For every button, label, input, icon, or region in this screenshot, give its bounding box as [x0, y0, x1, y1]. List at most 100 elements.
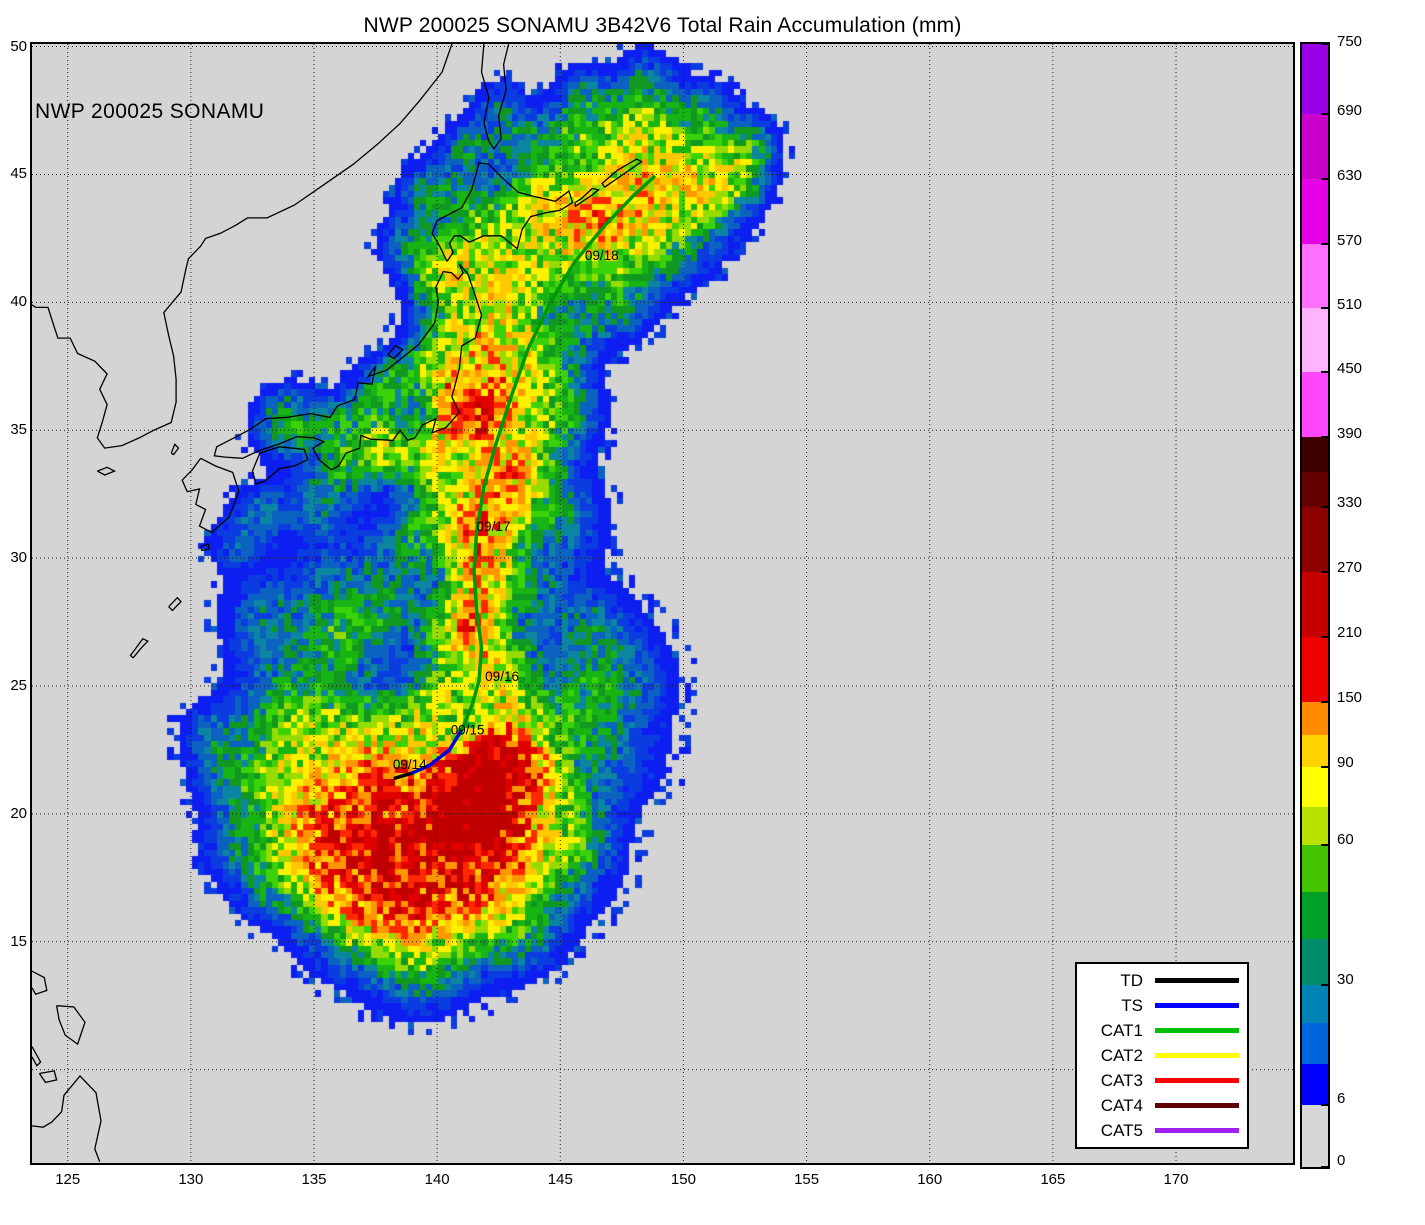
coastline-path: [55, 1005, 86, 1046]
colorbar-tick-label: 510: [1337, 295, 1363, 313]
coastlines: [32, 44, 643, 1162]
colorbar-segment: [1302, 702, 1328, 735]
colorbar-tick-label: 630: [1337, 167, 1363, 185]
colorbar-tick-label: 90: [1337, 753, 1354, 771]
chart-title: NWP 200025 SONAMU 3B42V6 Total Rain Accu…: [363, 14, 962, 37]
colorbar-segment: [1302, 571, 1328, 637]
colorbar-tick-mark: [1321, 843, 1328, 846]
colorbar-segment: [1302, 437, 1328, 472]
legend-color-line: [1155, 1128, 1239, 1133]
storm-track-segment: [472, 530, 479, 573]
rain-colorbar: [1300, 42, 1330, 1169]
colorbar-segment: [1302, 371, 1328, 438]
colorbar-tick-label: 450: [1337, 359, 1363, 377]
coastline-path: [480, 44, 510, 151]
colorbar-tick-mark: [1321, 766, 1328, 769]
x-tick-label: 170: [1163, 1171, 1189, 1188]
colorbar-segment: [1302, 939, 1328, 986]
coastline-path: [574, 187, 600, 207]
coastline-path: [96, 466, 117, 476]
legend-label: TD: [1120, 970, 1143, 990]
track-date-label: 09/16: [485, 669, 519, 684]
coastline-path: [32, 1075, 102, 1162]
colorbar-tick-mark: [1321, 177, 1328, 180]
storm-track-segment: [393, 771, 415, 780]
colorbar-segment: [1302, 178, 1328, 244]
storm-track-segment: [474, 484, 486, 535]
y-tick-label: 30: [10, 549, 27, 567]
colorbar-tick-mark: [1321, 43, 1328, 45]
x-tick-label: 145: [547, 1171, 573, 1188]
colorbar-tick-label: 570: [1337, 232, 1363, 250]
colorbar-tick-label: 750: [1337, 33, 1363, 50]
storm-track-segment: [548, 259, 577, 305]
colorbar-tick-label: 0: [1337, 1152, 1346, 1169]
colorbar-tick-mark: [1321, 242, 1328, 245]
track-date-label: 09/15: [451, 723, 485, 738]
colorbar-tick-mark: [1321, 984, 1328, 987]
colorbar-segment: [1302, 1023, 1328, 1064]
legend-color-line: [1155, 1003, 1239, 1008]
x-tick-label: 125: [55, 1171, 81, 1188]
coastline-path: [32, 1046, 42, 1067]
x-tick-label: 165: [1040, 1171, 1066, 1188]
storm-track-segment: [428, 748, 452, 768]
colorbar-segment: [1302, 471, 1328, 507]
storm-track-segment: [447, 727, 464, 752]
map-plot-area: 09/14 09/15 09/16 09/17 09/18 NWP 200025 SON…: [30, 42, 1295, 1165]
coastline-path: [200, 543, 211, 552]
y-tick-label: 45: [10, 165, 27, 183]
storm-track-segment: [460, 704, 474, 732]
colorbar-tick-label: 150: [1337, 688, 1363, 706]
track-date-label: 09/14: [393, 757, 427, 772]
legend-color-line: [1155, 978, 1239, 983]
colorbar-tick-mark: [1321, 635, 1328, 638]
coastline-path: [38, 1070, 58, 1084]
track-date-label: 09/18: [585, 248, 619, 263]
legend-row: CAT2: [1085, 1043, 1239, 1068]
legend-color-line: [1155, 1103, 1239, 1108]
colorbar-tick-mark: [1321, 570, 1328, 573]
track-date-labels: 09/14 09/15 09/16 09/17 09/18: [393, 248, 619, 772]
storm-track-segment: [526, 300, 553, 351]
legend-label: CAT4: [1100, 1095, 1143, 1115]
x-tick-label: 140: [424, 1171, 450, 1188]
colorbar-tick-mark: [1321, 112, 1328, 115]
colorbar-segment: [1302, 1063, 1328, 1106]
colorbar-segment: [1302, 844, 1328, 892]
colorbar-tick-label: 690: [1337, 102, 1363, 120]
legend-label: TS: [1121, 995, 1143, 1015]
legend-color-line: [1155, 1028, 1239, 1033]
colorbar-segment: [1302, 113, 1328, 179]
colorbar-tick-label: 6: [1337, 1090, 1346, 1108]
coastline-path: [181, 457, 240, 534]
colorbar-segment: [1302, 891, 1328, 940]
storm-track-segment: [602, 193, 636, 228]
colorbar-tick-label: 30: [1337, 970, 1354, 988]
track-date-label: 09/17: [477, 519, 511, 534]
legend-row: CAT5: [1085, 1118, 1239, 1143]
colorbar-segment: [1302, 767, 1328, 807]
colorbar-segment: [1302, 307, 1328, 372]
storm-track-segment: [472, 569, 479, 612]
storm-track-segment: [509, 346, 531, 399]
colorbar-tick-label: 60: [1337, 830, 1354, 848]
legend-label: CAT3: [1100, 1070, 1143, 1090]
x-tick-label: 160: [917, 1171, 943, 1188]
coastline-path: [213, 263, 483, 471]
coastline-path: [431, 162, 574, 262]
legend-color-line: [1155, 1078, 1239, 1083]
x-tick-label: 130: [178, 1171, 204, 1188]
storm-track: [393, 175, 656, 780]
y-tick-label: 20: [10, 804, 27, 822]
colorbar-tick-label: 210: [1337, 623, 1363, 641]
legend-color-line: [1155, 1053, 1239, 1058]
legend-label: CAT1: [1100, 1020, 1143, 1040]
colorbar-tick-mark: [1321, 505, 1328, 508]
storm-track-segment: [474, 607, 484, 650]
x-tick-label: 135: [301, 1171, 327, 1188]
y-tick-label: 35: [10, 421, 27, 439]
storm-track-segment: [494, 395, 513, 445]
colorbar-segment: [1302, 506, 1328, 572]
